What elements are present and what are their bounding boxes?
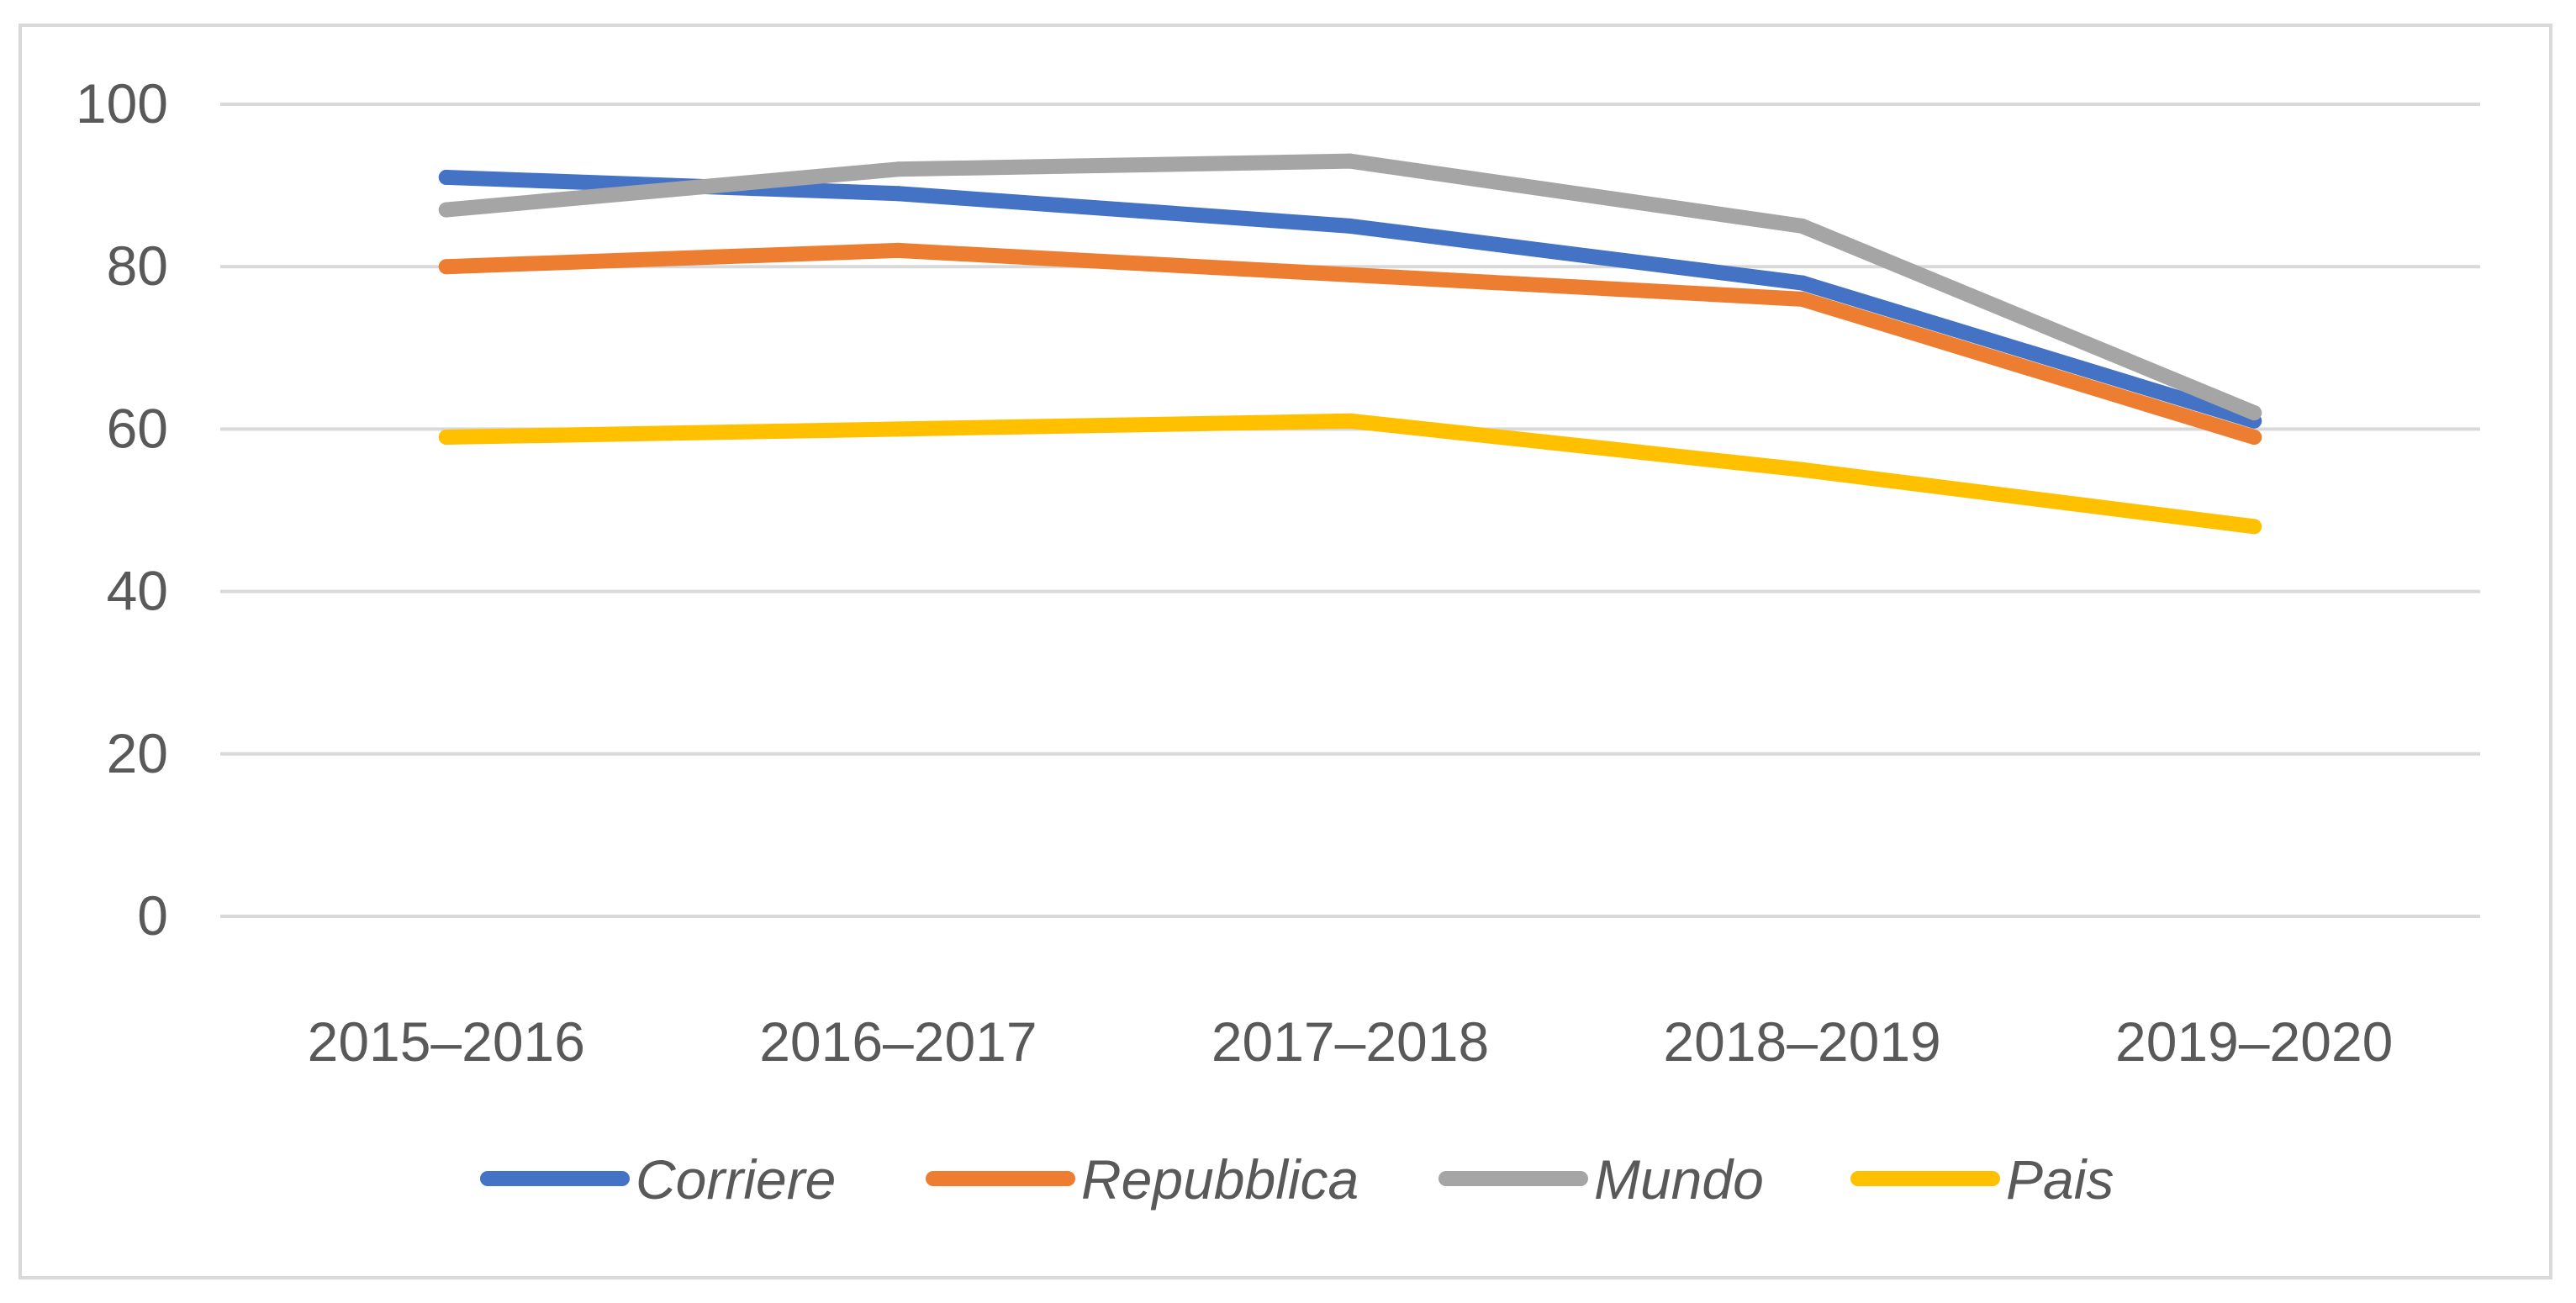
legend-label-corriere: Corriere bbox=[636, 1148, 836, 1211]
data-point-corriere bbox=[890, 186, 906, 202]
data-point-corriere bbox=[1794, 275, 1810, 291]
x-tick-label: 2017–2018 bbox=[1211, 1010, 1489, 1073]
data-point-corriere bbox=[438, 169, 454, 185]
data-point-repubblica bbox=[438, 259, 454, 275]
y-tick-label: 20 bbox=[107, 722, 168, 784]
x-axis-ticks: 2015–2016 2016–2017 2017–2018 2018–2019 2019… bbox=[308, 1010, 2394, 1073]
series-line-mundo bbox=[438, 153, 2262, 421]
x-tick-label: 2015–2016 bbox=[308, 1010, 585, 1073]
legend-label-repubblica: Repubblica bbox=[1081, 1148, 1359, 1211]
data-point-pais bbox=[438, 430, 454, 446]
x-tick-label: 2019–2020 bbox=[2115, 1010, 2393, 1073]
legend: Corriere Repubblica Mundo Pais bbox=[480, 1148, 2114, 1211]
legend-label-mundo: Mundo bbox=[1594, 1148, 1764, 1211]
chart-frame bbox=[18, 24, 2552, 1279]
y-tick-label: 80 bbox=[107, 235, 168, 297]
y-tick-label: 100 bbox=[76, 72, 168, 135]
data-point-pais bbox=[890, 421, 906, 437]
series-lines bbox=[438, 153, 2262, 535]
x-tick-label: 2016–2017 bbox=[759, 1010, 1037, 1073]
data-point-pais bbox=[2246, 519, 2262, 535]
legend-label-pais: Pais bbox=[2006, 1148, 2114, 1211]
y-tick-label: 0 bbox=[137, 884, 168, 947]
data-point-repubblica bbox=[1794, 291, 1810, 307]
data-point-repubblica bbox=[2246, 430, 2262, 446]
data-point-repubblica bbox=[1343, 266, 1358, 282]
data-point-mundo bbox=[2246, 405, 2262, 421]
data-point-mundo bbox=[890, 161, 906, 177]
y-tick-label: 60 bbox=[107, 397, 168, 459]
data-point-pais bbox=[1343, 413, 1358, 429]
y-axis-ticks: 0 20 40 60 80 100 bbox=[76, 72, 168, 947]
data-point-mundo bbox=[1343, 153, 1358, 169]
data-point-pais bbox=[1794, 462, 1810, 477]
y-tick-label: 40 bbox=[107, 560, 168, 622]
data-point-mundo bbox=[438, 202, 454, 218]
data-point-repubblica bbox=[890, 242, 906, 258]
data-point-corriere bbox=[1343, 218, 1358, 234]
series-line-pais bbox=[438, 413, 2262, 535]
x-tick-label: 2018–2019 bbox=[1663, 1010, 1940, 1073]
data-point-mundo bbox=[1794, 218, 1810, 234]
